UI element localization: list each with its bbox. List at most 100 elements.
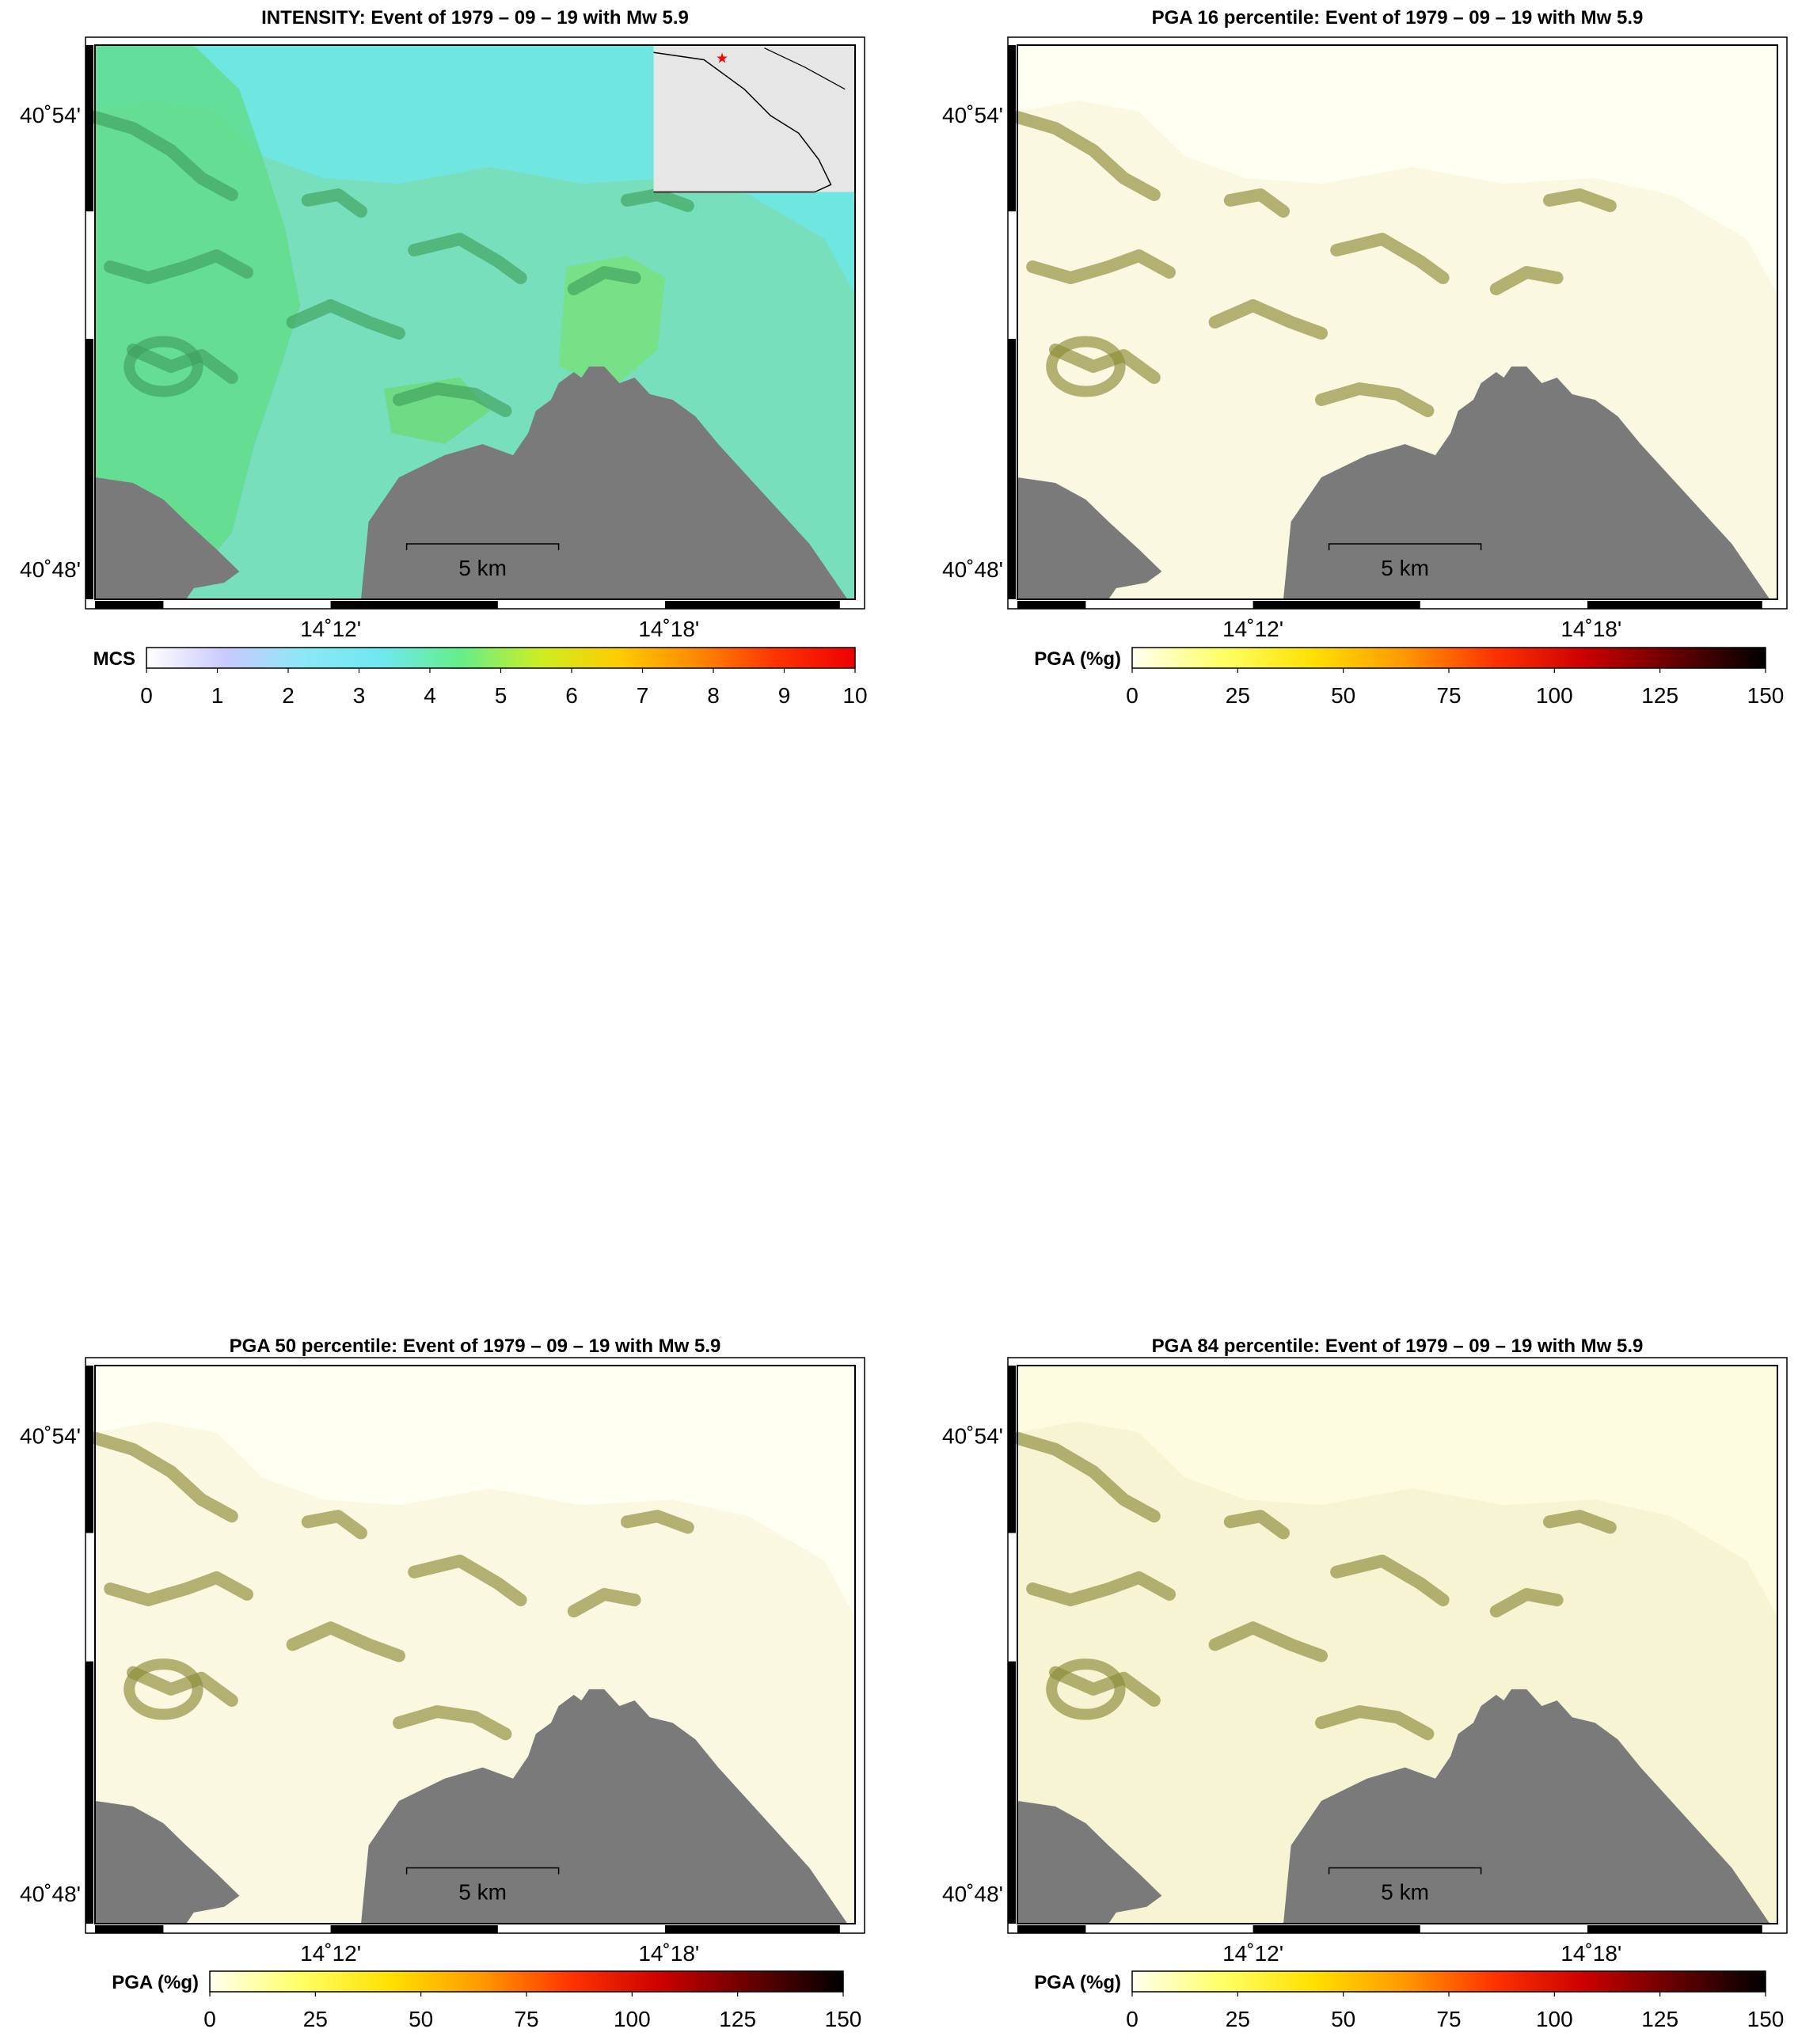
scale-bar-label: 5 km (458, 1880, 507, 1905)
lat-label: 40˚48' (942, 557, 1003, 582)
frame-checker (1253, 601, 1420, 609)
map-frame (94, 1365, 856, 1924)
lat-label: 40˚48' (20, 557, 81, 582)
terrain-ridge (1223, 188, 1290, 218)
sea-mask (361, 367, 855, 599)
terrain-ridge (1489, 266, 1564, 295)
terrain-ridge (408, 1554, 527, 1607)
inset-map (653, 45, 855, 192)
colorbar-tick-label: 100 (1536, 683, 1573, 708)
colorbar-tick-label: 0 (140, 683, 153, 708)
map-panel-pga16: PGA 16 percentile: Event of 1979 – 09 – … (942, 7, 1788, 708)
colorbar (1131, 1970, 1766, 1993)
colorbar-tick-label: 0 (1126, 2007, 1138, 2031)
map-frame (1017, 44, 1778, 600)
colorbar-tick-label: 125 (719, 2007, 756, 2031)
sea-mask (1283, 367, 1777, 599)
frame-checker (86, 1366, 93, 1533)
frame-checker (1008, 45, 1016, 211)
colorbar-tick-label: 9 (778, 683, 791, 708)
frame-checker (665, 1925, 840, 1933)
terrain-ridge (286, 1621, 405, 1662)
scale-bar (1328, 1867, 1482, 1875)
sea-mask (361, 1689, 855, 1924)
crater-ring (1046, 1658, 1126, 1720)
epicenter-star-icon: ★ (716, 50, 728, 66)
colorbar-tick-label: 25 (1226, 2007, 1250, 2031)
terrain-ridge (621, 188, 694, 212)
intensity-zone (95, 45, 301, 599)
colorbar-tick-label: 75 (1436, 2007, 1461, 2031)
frame-checker (330, 1925, 498, 1933)
colorbar-tick-label: 150 (1747, 2007, 1785, 2031)
terrain-ridge (1315, 382, 1435, 417)
lat-label: 40˚54' (20, 1424, 81, 1449)
terrain-ridge (1543, 188, 1617, 212)
lon-label: 14˚18' (638, 1941, 699, 1966)
panel-title: PGA 50 percentile: Event of 1979 – 09 – … (230, 1335, 721, 1357)
lat-label: 40˚48' (20, 1882, 81, 1906)
terrain-ridge (1026, 249, 1176, 284)
lon-label: 14˚12' (1222, 1941, 1283, 1966)
colorbar (209, 1970, 844, 1993)
terrain-ridge (104, 249, 253, 284)
frame-checker (1017, 1925, 1086, 1933)
scale-bar-label: 5 km (1381, 556, 1429, 580)
lon-label: 14˚18' (1560, 617, 1621, 641)
terrain-ridge (567, 266, 641, 295)
terrain-ridge (1026, 1571, 1176, 1607)
frame-checker (1587, 601, 1762, 609)
terrain-ridge (1049, 1666, 1161, 1707)
terrain-ridge (1315, 1705, 1435, 1741)
lat-label: 40˚54' (942, 1424, 1003, 1449)
map-panel-pga50: PGA 50 percentile: Event of 1979 – 09 – … (20, 1335, 865, 2031)
terrain-ridge (1330, 1554, 1450, 1607)
colorbar-tick-label: 75 (1436, 683, 1461, 708)
colorbar-label: PGA (%g) (1034, 648, 1121, 670)
colorbar (146, 647, 856, 669)
terrain-ridge (1223, 1510, 1290, 1540)
sea-mask (1283, 1689, 1777, 1924)
map-panel-pga84: PGA 84 percentile: Event of 1979 – 09 – … (942, 1335, 1788, 2031)
terrain-ridge (89, 1431, 238, 1523)
terrain-ridge (393, 382, 512, 417)
sea-mask (95, 477, 240, 599)
scale-bar (405, 543, 560, 550)
colorbar-tick-label: 100 (1536, 2007, 1573, 2031)
lon-label: 14˚12' (300, 617, 361, 641)
frame-checker (86, 339, 93, 599)
colorbar-tick-label: 3 (353, 683, 366, 708)
colorbar-tick-label: 75 (514, 2007, 538, 2031)
map-panel-intensity: INTENSITY: Event of 1979 – 09 – 19 with … (20, 7, 868, 708)
terrain-ridge (127, 1666, 238, 1707)
frame-checker (1017, 601, 1086, 609)
colorbar-tick-label: 7 (637, 683, 649, 708)
scale-bar (1328, 543, 1482, 550)
terrain-ridge (1049, 344, 1161, 384)
panel-title: INTENSITY: Event of 1979 – 09 – 19 with … (261, 7, 689, 28)
terrain-ridge (1011, 1431, 1161, 1523)
terrain-ridge (104, 1571, 253, 1607)
frame-checker (1008, 1661, 1016, 1924)
crater-ring (1046, 336, 1126, 397)
terrain-ridge (1489, 1588, 1564, 1618)
lon-label: 14˚12' (1222, 617, 1283, 641)
colorbar-tick-label: 10 (842, 683, 867, 708)
terrain-ridge (1011, 111, 1161, 201)
frame-checker (1253, 1925, 1420, 1933)
lat-label: 40˚48' (942, 1882, 1003, 1906)
panel-title: PGA 84 percentile: Event of 1979 – 09 – … (1152, 1335, 1644, 1357)
colorbar-tick-label: 0 (203, 2007, 216, 2031)
terrain-ridge (1208, 299, 1328, 340)
terrain-ridge (393, 1705, 512, 1741)
colorbar-tick-label: 25 (303, 2007, 328, 2031)
lat-label: 40˚54' (942, 103, 1003, 127)
colorbar-tick-label: 5 (495, 683, 507, 708)
terrain-ridge (89, 111, 238, 201)
colorbar-tick-label: 125 (1641, 683, 1678, 708)
colorbar-tick-label: 0 (1126, 683, 1138, 708)
terrain-ridge (408, 233, 527, 284)
colorbar-tick-label: 4 (424, 683, 436, 708)
colorbar-tick-label: 6 (565, 683, 578, 708)
terrain-ridge (127, 344, 238, 384)
